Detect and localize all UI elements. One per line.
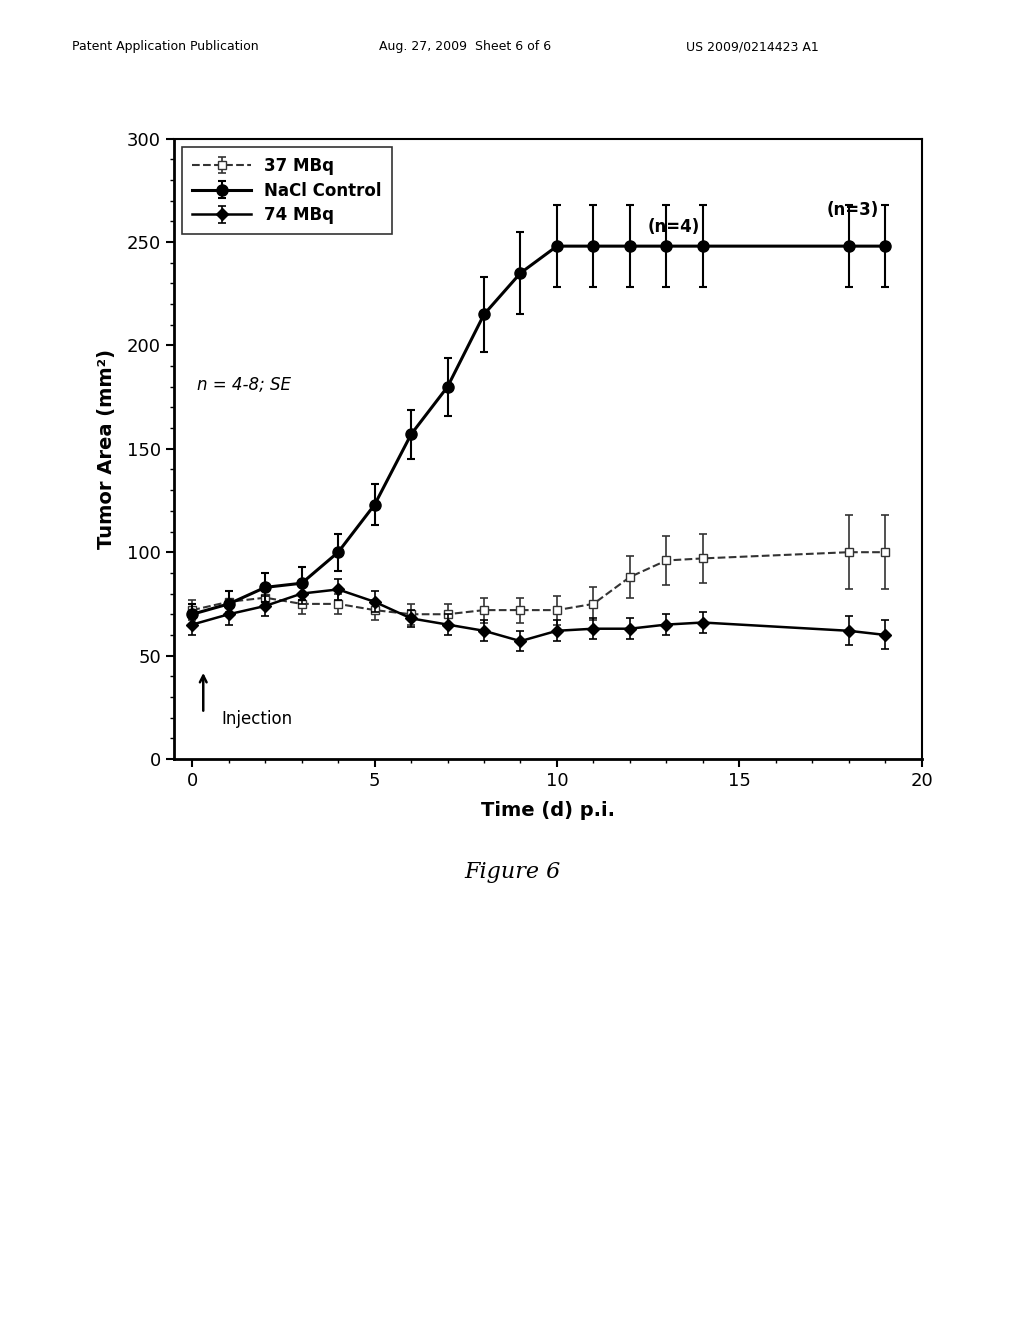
Legend: 37 MBq, NaCl Control, 74 MBq: 37 MBq, NaCl Control, 74 MBq bbox=[182, 147, 391, 234]
Text: n = 4-8; SE: n = 4-8; SE bbox=[197, 376, 291, 393]
Text: (n=4): (n=4) bbox=[647, 218, 699, 236]
Text: Aug. 27, 2009  Sheet 6 of 6: Aug. 27, 2009 Sheet 6 of 6 bbox=[379, 40, 551, 53]
Text: Patent Application Publication: Patent Application Publication bbox=[72, 40, 258, 53]
X-axis label: Time (d) p.i.: Time (d) p.i. bbox=[481, 801, 614, 820]
Text: US 2009/0214423 A1: US 2009/0214423 A1 bbox=[686, 40, 819, 53]
Y-axis label: Tumor Area (mm²): Tumor Area (mm²) bbox=[96, 348, 116, 549]
Text: Figure 6: Figure 6 bbox=[464, 861, 560, 883]
Text: Injection: Injection bbox=[221, 710, 293, 727]
Text: (n=3): (n=3) bbox=[826, 201, 879, 219]
